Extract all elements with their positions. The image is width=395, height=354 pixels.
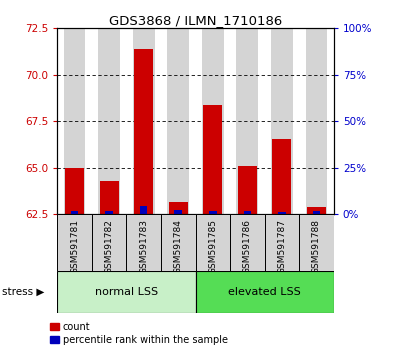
Text: elevated LSS: elevated LSS [228, 287, 301, 297]
Bar [64, 28, 85, 214]
Text: normal LSS: normal LSS [95, 287, 158, 297]
FancyBboxPatch shape [265, 214, 299, 271]
Bar [71, 211, 78, 214]
Bar [306, 28, 327, 214]
Text: GSM591787: GSM591787 [277, 219, 286, 274]
FancyBboxPatch shape [299, 214, 334, 271]
FancyBboxPatch shape [57, 271, 196, 313]
Bar [98, 28, 120, 214]
Bar [209, 211, 216, 214]
Bar [244, 211, 251, 214]
FancyBboxPatch shape [57, 214, 92, 271]
Bar [175, 210, 182, 214]
FancyBboxPatch shape [196, 214, 230, 271]
FancyBboxPatch shape [196, 271, 334, 313]
Bar [203, 105, 222, 214]
Bar [169, 202, 188, 214]
Text: GSM591788: GSM591788 [312, 219, 321, 274]
FancyBboxPatch shape [161, 214, 196, 271]
Bar [167, 28, 189, 214]
Text: GSM591786: GSM591786 [243, 219, 252, 274]
Title: GDS3868 / ILMN_1710186: GDS3868 / ILMN_1710186 [109, 14, 282, 27]
Bar [307, 207, 326, 214]
Bar [237, 28, 258, 214]
Bar [134, 49, 153, 214]
Text: GSM591785: GSM591785 [208, 219, 217, 274]
Text: GSM591783: GSM591783 [139, 219, 148, 274]
Bar [278, 212, 286, 214]
Bar [271, 28, 293, 214]
Bar [105, 211, 113, 214]
Bar [202, 28, 224, 214]
FancyBboxPatch shape [230, 214, 265, 271]
Text: GSM591781: GSM591781 [70, 219, 79, 274]
Bar [65, 168, 84, 214]
Legend: count, percentile rank within the sample: count, percentile rank within the sample [46, 318, 232, 349]
FancyBboxPatch shape [126, 214, 161, 271]
Bar [238, 166, 257, 214]
Bar [100, 181, 118, 214]
Text: stress ▶: stress ▶ [2, 287, 44, 297]
Text: GSM591782: GSM591782 [105, 219, 114, 274]
Bar [133, 28, 154, 214]
FancyBboxPatch shape [92, 214, 126, 271]
Bar [273, 139, 292, 214]
Bar [140, 206, 147, 214]
Text: GSM591784: GSM591784 [174, 219, 183, 274]
Bar [313, 211, 320, 214]
